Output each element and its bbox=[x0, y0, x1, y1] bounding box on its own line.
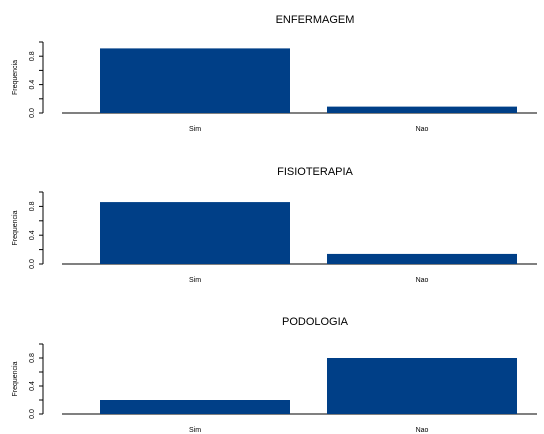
y-tick-label: 0.4 bbox=[29, 230, 36, 240]
y-axis-label: Frequencia bbox=[12, 361, 19, 396]
y-tick-label: 0.8 bbox=[29, 201, 36, 211]
y-tick-label: 0.8 bbox=[29, 353, 36, 363]
y-axis-label: Frequencia bbox=[12, 60, 19, 95]
x-tick-label: Sim bbox=[189, 126, 201, 133]
y-axis-label: Frequencia bbox=[12, 210, 19, 245]
y-tick-label: 0.0 bbox=[29, 409, 36, 419]
x-tick-label: Sim bbox=[189, 277, 201, 284]
bar-sim bbox=[100, 48, 290, 113]
chart-title: PODOLOGIA bbox=[282, 316, 349, 328]
y-tick-label: 0.4 bbox=[29, 80, 36, 90]
bar-sim bbox=[100, 400, 290, 414]
chart-title: FISIOTERAPIA bbox=[277, 166, 353, 178]
x-tick-label: Sim bbox=[189, 427, 201, 434]
bar-nao bbox=[327, 253, 517, 264]
y-tick-label: 0.0 bbox=[29, 108, 36, 118]
bar-nao bbox=[327, 358, 517, 414]
y-tick-label: 0.4 bbox=[29, 381, 36, 391]
x-tick-label: Nao bbox=[416, 126, 429, 133]
bar-sim bbox=[100, 202, 290, 264]
y-tick-label: 0.0 bbox=[29, 259, 36, 269]
x-tick-label: Nao bbox=[416, 277, 429, 284]
x-tick-label: Nao bbox=[416, 427, 429, 434]
y-tick-label: 0.8 bbox=[29, 51, 36, 61]
bar-nao bbox=[327, 106, 517, 113]
chart-title: ENFERMAGEM bbox=[276, 14, 355, 26]
